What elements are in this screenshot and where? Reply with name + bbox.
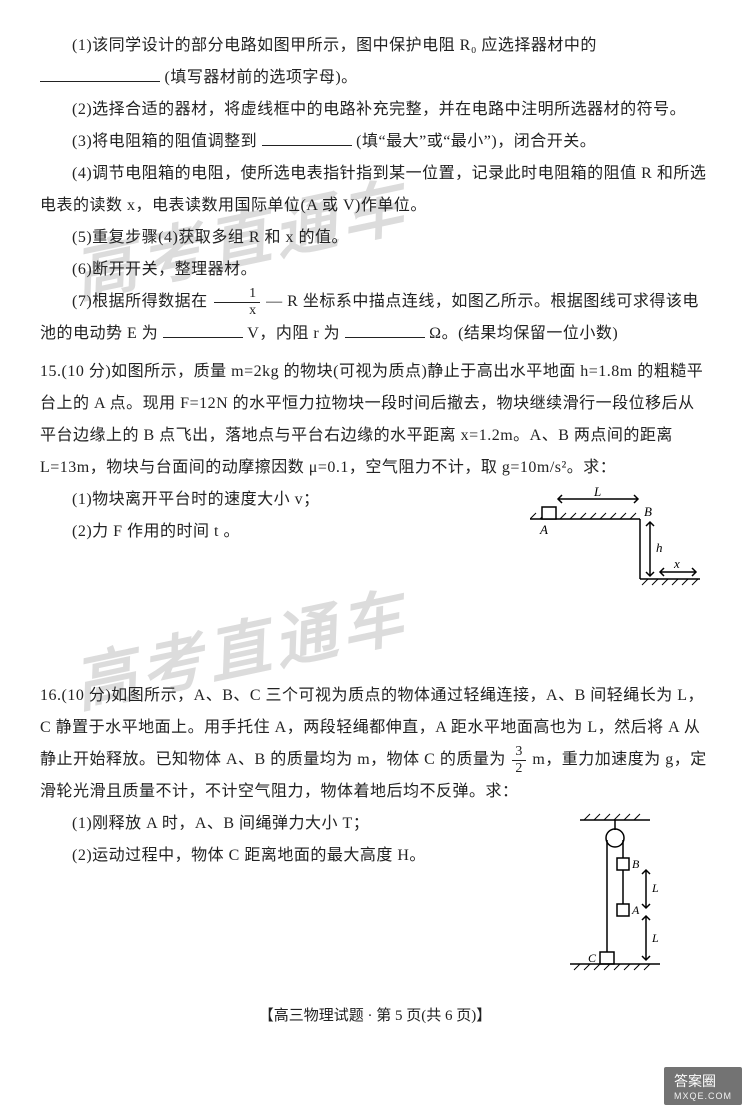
q16-frac: 3 2: [512, 745, 526, 776]
q16-label-A: A: [631, 903, 640, 917]
q15-label-A: A: [539, 522, 548, 537]
q16-label-B: B: [632, 857, 640, 871]
q14-p7-d: Ω。(结果均保留一位小数): [429, 325, 618, 342]
q14-p1-blank: [40, 64, 160, 82]
corner-badge-sub: MXQE.COM: [674, 1091, 732, 1101]
q16-frac-den: 2: [512, 761, 526, 776]
corner-badge-main: 答案圈: [674, 1073, 716, 1089]
q15-label-L: L: [593, 484, 601, 499]
q14-p4: (4)调节电阻箱的电阻，使所选电表指针指到某一位置，记录此时电阻箱的阻值 R 和…: [40, 158, 710, 222]
q14-p1: (1)该同学设计的部分电路如图甲所示，图中保护电阻 R₀ 应选择器材中的 (填写…: [40, 30, 710, 94]
q14-p7-blank2: [345, 320, 425, 338]
q14-p1-b: (填写器材前的选项字母)。: [165, 69, 358, 86]
q16-head: 16.(10 分)如图所示，A、B、C 三个可视为质点的物体通过轻绳连接，A、B…: [40, 680, 710, 808]
q14-p6: (6)断开开关，整理器材。: [40, 254, 710, 286]
q15-diagram: A B L h x: [530, 484, 700, 594]
q15-head: 15.(10 分)如图所示，质量 m=2kg 的物块(可视为质点)静止于高出水平…: [40, 356, 710, 484]
corner-badge: 答案圈 MXQE.COM: [664, 1067, 742, 1105]
q14-p7-frac-num: 1: [214, 287, 260, 303]
q15-label-x: x: [673, 556, 680, 571]
q14-p3-a: (3)将电阻箱的阻值调整到: [72, 133, 257, 150]
q15: 15.(10 分)如图所示，质量 m=2kg 的物块(可视为质点)静止于高出水平…: [40, 356, 710, 604]
q14: (1)该同学设计的部分电路如图甲所示，图中保护电阻 R₀ 应选择器材中的 (填写…: [40, 30, 710, 350]
page-footer: 【高三物理试题 · 第 5 页(共 6 页)】: [40, 1004, 710, 1025]
q14-p7-blank1: [163, 320, 243, 338]
q14-p3: (3)将电阻箱的阻值调整到 (填“最大”或“最小”)，闭合开关。: [40, 126, 710, 158]
q16-label-C: C: [588, 951, 597, 965]
page-content: (1)该同学设计的部分电路如图甲所示，图中保护电阻 R₀ 应选择器材中的 (填写…: [0, 0, 750, 1045]
q14-p7-a: (7)根据所得数据在: [72, 293, 208, 310]
q14-p3-b: (填“最大”或“最小”)，闭合开关。: [356, 133, 596, 150]
q16-diagram: B A C L L: [560, 808, 670, 978]
q14-p3-blank: [262, 128, 352, 146]
q14-p2: (2)选择合适的器材，将虚线框中的电路补充完整，并在电路中注明所选器材的符号。: [40, 94, 710, 126]
q15-label-h: h: [656, 540, 663, 555]
q14-p1-a: (1)该同学设计的部分电路如图甲所示，图中保护电阻 R₀ 应选择器材中的: [72, 37, 597, 54]
q16: 16.(10 分)如图所示，A、B、C 三个可视为质点的物体通过轻绳连接，A、B…: [40, 680, 710, 978]
q14-p7: (7)根据所得数据在 1 x — R 坐标系中描点连线，如图乙所示。根据图线可求…: [40, 286, 710, 350]
q16-label-L1: L: [651, 881, 659, 895]
q14-p5: (5)重复步骤(4)获取多组 R 和 x 的值。: [40, 222, 710, 254]
q14-p7-frac: 1 x: [214, 287, 260, 318]
q14-p7-frac-den: x: [214, 303, 260, 318]
q14-p7-c: V，内阻 r 为: [247, 325, 340, 342]
q15-label-B: B: [644, 504, 652, 519]
q16-label-L2: L: [651, 931, 659, 945]
q16-frac-num: 3: [512, 745, 526, 761]
